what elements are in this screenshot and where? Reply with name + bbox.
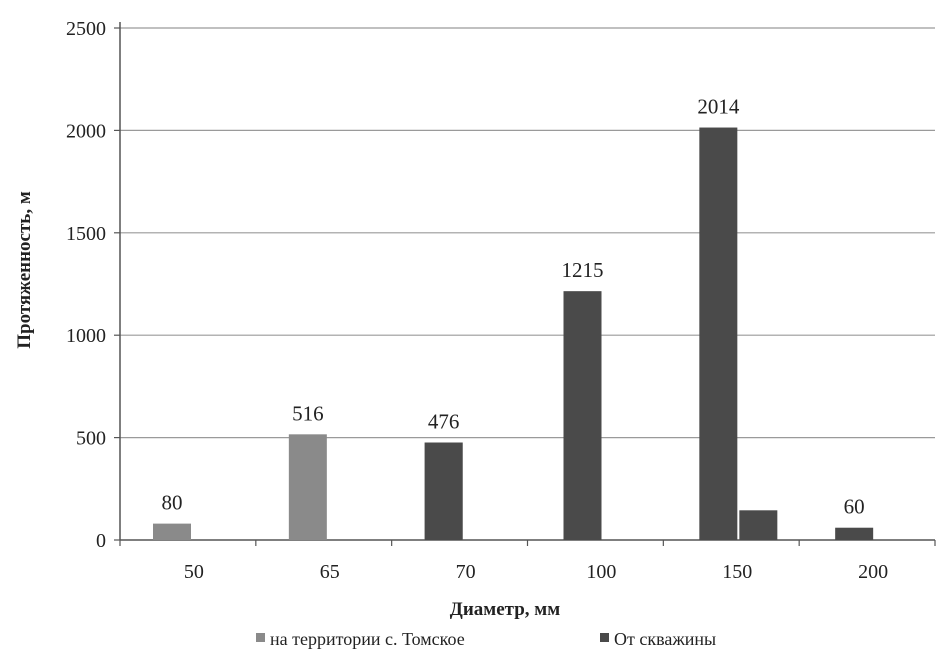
bar [699,127,738,540]
bar [563,291,602,540]
bar [835,527,874,540]
y-axis-title: Протяженность, м [14,191,35,349]
x-tick-label: 70 [456,561,476,583]
x-tick-label: 150 [722,561,752,583]
y-tick-label: 1000 [66,325,106,347]
data-label: 80 [162,491,183,515]
legend-label-territory: на территории с. Томское [270,629,465,649]
x-tick-label: 65 [320,561,340,583]
legend-swatch-well [600,633,609,642]
x-axis-title: Диаметр, мм [450,599,560,620]
data-label: 2014 [697,95,740,119]
x-tick-label: 50 [184,561,204,583]
data-label: 1215 [562,258,604,282]
legend: на территории с. Томское От скважины [256,629,716,649]
bar [424,442,463,540]
data-label: 60 [844,495,865,519]
y-tick-label: 0 [96,530,106,552]
x-tick-label: 100 [586,561,616,583]
data-label: 516 [292,401,324,425]
bar [739,510,778,540]
axes [119,22,935,541]
bar [288,434,327,540]
legend-label-well: От скважины [614,629,716,649]
y-tick-label: 2500 [66,18,106,40]
x-tick-label: 200 [858,561,888,583]
bar [153,523,191,540]
legend-swatch-territory [256,633,265,642]
y-tick-label: 1500 [66,223,106,245]
data-label: 476 [428,410,460,434]
x-tick-labels: 50 65 70 100 150 200 [184,561,888,583]
bars [153,127,874,540]
y-tick-label: 500 [76,428,106,450]
gridlines [114,27,936,546]
y-tick-labels: 0 500 1000 1500 2000 2500 [66,18,106,552]
y-tick-label: 2000 [66,120,106,142]
data-labels: 80 516 476 1215 2014 60 [162,95,865,519]
